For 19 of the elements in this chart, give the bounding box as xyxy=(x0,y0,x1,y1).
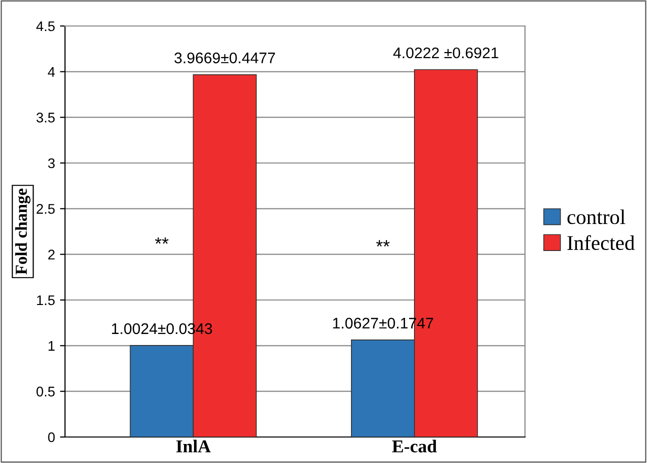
legend-label: Infected xyxy=(567,235,635,250)
y-tick-label: 2 xyxy=(48,250,55,260)
x-tick-label: E-cad xyxy=(392,440,437,452)
y-tick-label: 1 xyxy=(48,341,55,351)
y-tick-label: 1.5 xyxy=(37,295,55,306)
x-tick-label: InlA xyxy=(176,440,211,452)
legend-label: control xyxy=(567,209,626,224)
annotation: ** xyxy=(155,237,168,244)
y-tick-label: 4.5 xyxy=(36,21,55,32)
y-tick-label: 0.5 xyxy=(36,386,55,397)
data-label: 4.0222 ±0.6921 xyxy=(393,47,498,58)
data-label: 3.9669±0.4477 xyxy=(174,52,275,64)
annotation: ** xyxy=(376,240,390,247)
y-axis-title: Fold change xyxy=(15,188,30,275)
y-tick-label: 4 xyxy=(48,67,55,77)
y-tick-label: 3 xyxy=(48,158,55,168)
y-tick-label: 2.5 xyxy=(36,204,55,214)
y-tick-label: 3.5 xyxy=(36,112,55,123)
y-tick-label: 0 xyxy=(48,432,55,442)
